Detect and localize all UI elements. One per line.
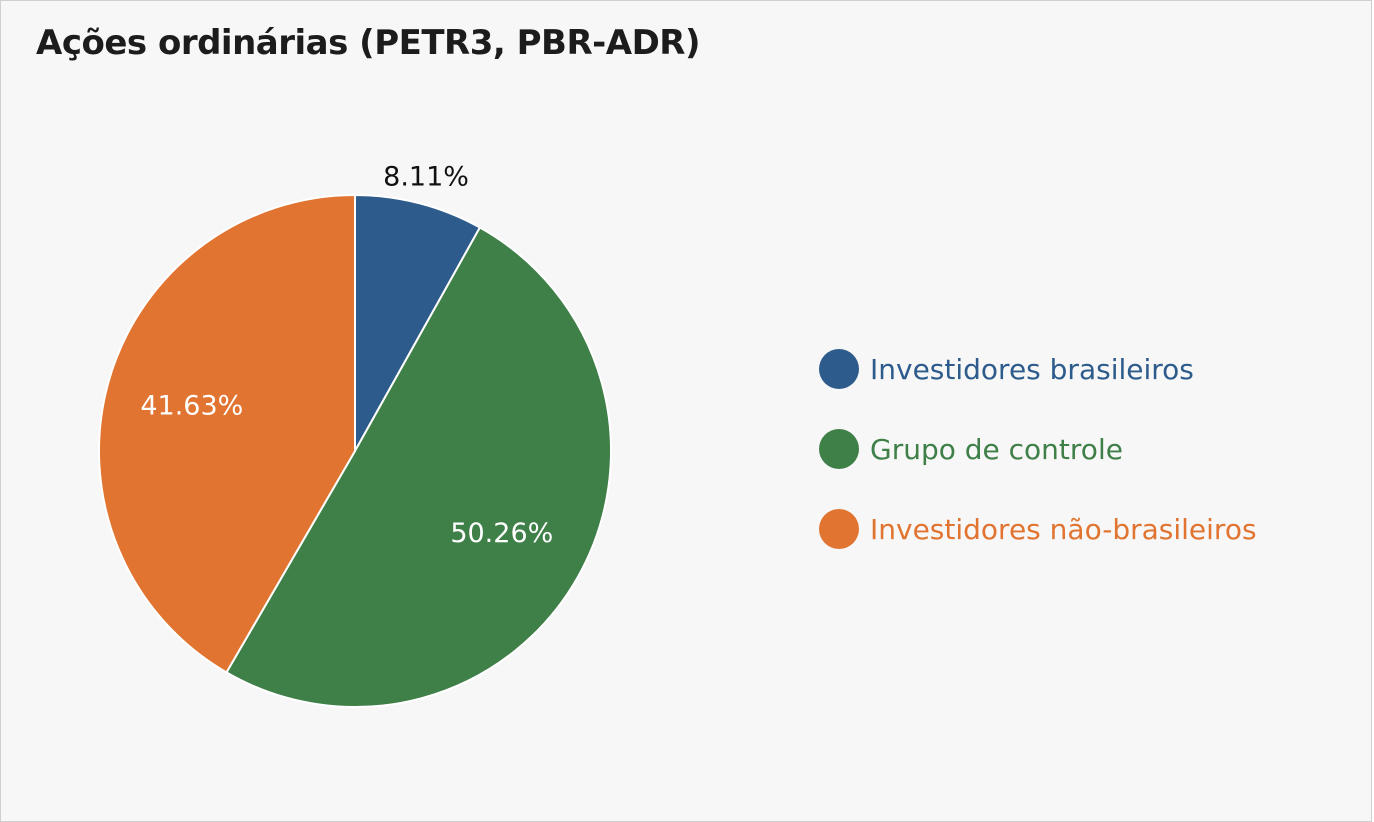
chart-legend: Investidores brasileiros Grupo de control… [819,349,1257,589]
legend-swatch-0 [819,349,859,389]
legend-swatch-2 [819,509,859,549]
legend-item-0[interactable]: Investidores brasileiros [819,349,1257,389]
legend-label-2: Investidores não-brasileiros [870,512,1257,546]
legend-label-0: Investidores brasileiros [870,352,1194,386]
slice-label-2: 41.63% [140,391,243,422]
slice-label-0: 8.11% [383,162,469,193]
legend-item-2[interactable]: Investidores não-brasileiros [819,509,1257,549]
legend-item-1[interactable]: Grupo de controle [819,429,1257,469]
legend-swatch-1 [819,429,859,469]
pie-slice-0 [354,194,481,452]
legend-label-1: Grupo de controle [870,432,1123,466]
pie-slice-2 [98,194,356,674]
pie-slice-1 [225,226,612,708]
slice-label-1: 50.26% [450,518,553,549]
chart-title: Ações ordinárias (PETR3, PBR-ADR) [36,23,701,63]
